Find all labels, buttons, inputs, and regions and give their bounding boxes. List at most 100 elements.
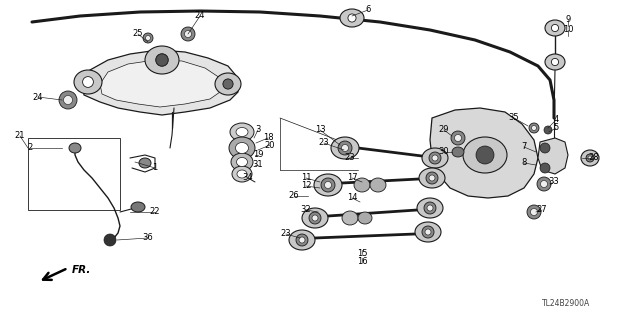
Circle shape — [426, 204, 435, 212]
Circle shape — [310, 213, 319, 222]
Circle shape — [321, 178, 335, 192]
Ellipse shape — [139, 158, 151, 168]
Text: 1: 1 — [152, 164, 157, 173]
Circle shape — [426, 172, 438, 184]
Polygon shape — [100, 60, 220, 107]
Circle shape — [104, 234, 116, 246]
Circle shape — [184, 31, 191, 38]
Ellipse shape — [302, 208, 328, 228]
Ellipse shape — [417, 198, 443, 218]
Circle shape — [552, 24, 559, 32]
Circle shape — [540, 143, 550, 153]
Circle shape — [476, 146, 494, 164]
Circle shape — [338, 141, 352, 155]
Text: 26: 26 — [289, 191, 300, 201]
Circle shape — [298, 235, 307, 244]
Ellipse shape — [69, 143, 81, 153]
Text: 4: 4 — [554, 115, 559, 124]
Text: 6: 6 — [365, 5, 371, 14]
Text: 25: 25 — [132, 29, 143, 39]
Ellipse shape — [236, 128, 248, 137]
Text: 16: 16 — [356, 257, 367, 266]
Ellipse shape — [236, 143, 248, 153]
Circle shape — [342, 145, 349, 152]
Text: 13: 13 — [315, 125, 325, 135]
Circle shape — [309, 212, 321, 224]
Ellipse shape — [545, 54, 565, 70]
Circle shape — [432, 155, 438, 161]
Circle shape — [540, 163, 550, 173]
Circle shape — [588, 156, 592, 160]
Circle shape — [527, 205, 541, 219]
Circle shape — [324, 182, 332, 189]
Circle shape — [451, 131, 465, 145]
Circle shape — [422, 226, 434, 238]
Text: 30: 30 — [438, 147, 449, 157]
Circle shape — [424, 227, 433, 236]
Ellipse shape — [581, 150, 599, 166]
Circle shape — [427, 205, 433, 211]
Ellipse shape — [545, 20, 565, 36]
Circle shape — [586, 154, 594, 162]
Ellipse shape — [358, 212, 372, 224]
Ellipse shape — [342, 211, 358, 225]
Text: 29: 29 — [439, 125, 449, 135]
Circle shape — [428, 174, 436, 182]
Circle shape — [223, 79, 233, 89]
Ellipse shape — [232, 166, 252, 182]
Ellipse shape — [231, 153, 253, 171]
Text: 20: 20 — [265, 140, 275, 150]
Ellipse shape — [314, 174, 342, 196]
Text: 18: 18 — [262, 133, 273, 143]
Text: 15: 15 — [356, 249, 367, 258]
Ellipse shape — [230, 123, 254, 141]
Circle shape — [296, 234, 308, 246]
Ellipse shape — [237, 170, 247, 178]
Circle shape — [312, 215, 318, 221]
Text: 14: 14 — [347, 194, 357, 203]
Circle shape — [425, 229, 431, 235]
Text: 28: 28 — [589, 153, 599, 162]
Text: 23: 23 — [319, 138, 330, 147]
Circle shape — [531, 125, 536, 130]
Polygon shape — [430, 108, 538, 198]
Circle shape — [477, 147, 493, 163]
Text: 23: 23 — [345, 153, 355, 162]
Circle shape — [299, 237, 305, 243]
Circle shape — [143, 33, 153, 43]
Circle shape — [83, 77, 93, 87]
Ellipse shape — [215, 73, 241, 95]
Text: 7: 7 — [522, 143, 527, 152]
Ellipse shape — [370, 178, 386, 192]
Circle shape — [431, 153, 440, 162]
Polygon shape — [82, 50, 238, 115]
Circle shape — [541, 181, 547, 188]
Text: 36: 36 — [143, 234, 154, 242]
Ellipse shape — [145, 46, 179, 74]
Ellipse shape — [422, 148, 448, 168]
Polygon shape — [538, 138, 568, 174]
Ellipse shape — [415, 222, 441, 242]
Circle shape — [181, 27, 195, 41]
Text: 35: 35 — [509, 114, 519, 122]
Text: 32: 32 — [301, 205, 311, 214]
Text: 33: 33 — [548, 177, 559, 187]
Text: 23: 23 — [281, 229, 291, 239]
Ellipse shape — [340, 9, 364, 27]
Circle shape — [544, 126, 552, 134]
Ellipse shape — [229, 137, 255, 159]
Circle shape — [531, 209, 538, 216]
Text: 5: 5 — [554, 123, 559, 132]
Ellipse shape — [419, 168, 445, 188]
Text: TL24B2900A: TL24B2900A — [541, 299, 590, 308]
Ellipse shape — [289, 230, 315, 250]
Ellipse shape — [463, 137, 507, 173]
Circle shape — [223, 79, 233, 89]
Text: 21: 21 — [15, 131, 25, 140]
Text: FR.: FR. — [72, 265, 92, 275]
Circle shape — [529, 123, 539, 133]
Ellipse shape — [331, 137, 359, 159]
Text: 19: 19 — [253, 151, 263, 160]
Circle shape — [586, 154, 594, 162]
Circle shape — [348, 14, 356, 22]
